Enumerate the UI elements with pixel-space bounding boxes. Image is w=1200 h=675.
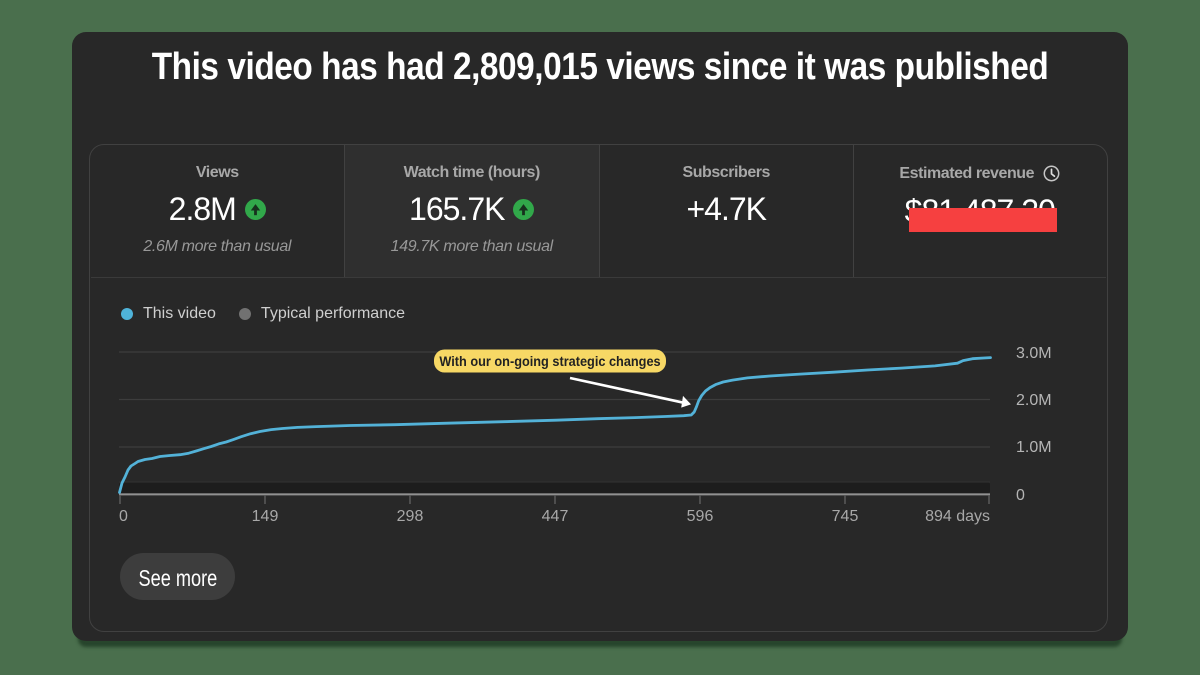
svg-text:0: 0 xyxy=(119,508,128,525)
svg-text:596: 596 xyxy=(687,508,714,525)
svg-text:3.0M: 3.0M xyxy=(1016,345,1052,362)
svg-text:298: 298 xyxy=(397,508,424,525)
svg-text:149: 149 xyxy=(252,508,279,525)
svg-text:745: 745 xyxy=(832,508,859,525)
svg-text:1.0M: 1.0M xyxy=(1016,439,1052,456)
svg-text:894 days: 894 days xyxy=(925,508,990,525)
svg-text:447: 447 xyxy=(542,508,569,525)
svg-text:With our on-going strategic ch: With our on-going strategic changes xyxy=(439,353,660,369)
svg-text:2.0M: 2.0M xyxy=(1016,392,1052,409)
svg-text:0: 0 xyxy=(1016,487,1025,504)
